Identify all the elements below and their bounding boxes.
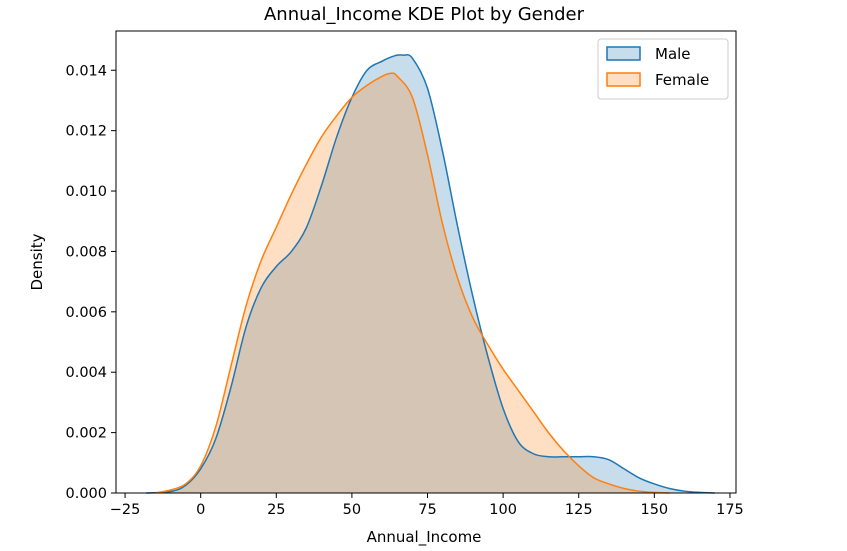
y-tick-label: 0.008 (65, 244, 107, 260)
x-tick-label: 100 (489, 502, 517, 518)
y-tick-label: 0.002 (65, 426, 107, 442)
x-axis-label: Annual_Income (367, 528, 482, 547)
legend-label-male: Male (655, 45, 691, 63)
x-tick-label: 175 (716, 502, 744, 518)
chart-title: Annual_Income KDE Plot by Gender (264, 4, 585, 25)
series-lines (146, 54, 715, 494)
x-tick-label: 75 (418, 502, 436, 518)
x-tick-label: 125 (565, 502, 593, 518)
x-axis-ticks: −25 0 25 50 75 100 125 150 175 (110, 493, 744, 518)
plot-frame (115, 30, 737, 494)
y-tick-label: 0.004 (65, 365, 107, 381)
legend: Male Female (597, 38, 729, 100)
series-female-area (155, 73, 670, 494)
series-female-line (155, 72, 670, 494)
y-tick-label: 0.010 (65, 184, 107, 200)
legend-box (597, 38, 729, 100)
y-tick-label: 0.006 (65, 305, 107, 321)
x-tick-label: −25 (110, 502, 141, 518)
x-tick-label: 50 (343, 502, 361, 518)
legend-label-female: Female (655, 71, 709, 89)
y-tick-label: 0.000 (65, 486, 107, 502)
y-tick-label: 0.014 (65, 63, 107, 79)
y-axis-label: Density (28, 233, 46, 290)
series-male-area (146, 54, 715, 494)
x-tick-label: 150 (640, 502, 668, 518)
x-tick-label: 0 (196, 502, 205, 518)
y-axis-ticks: 0.000 0.002 0.004 0.006 0.008 0.010 0.012 0.014 (65, 63, 116, 502)
legend-swatch-male (606, 46, 641, 61)
x-tick-label: 25 (267, 502, 285, 518)
legend-swatch-female (606, 72, 641, 87)
series-fills (146, 54, 715, 494)
series-male-line (146, 54, 715, 494)
y-tick-label: 0.012 (65, 124, 107, 140)
